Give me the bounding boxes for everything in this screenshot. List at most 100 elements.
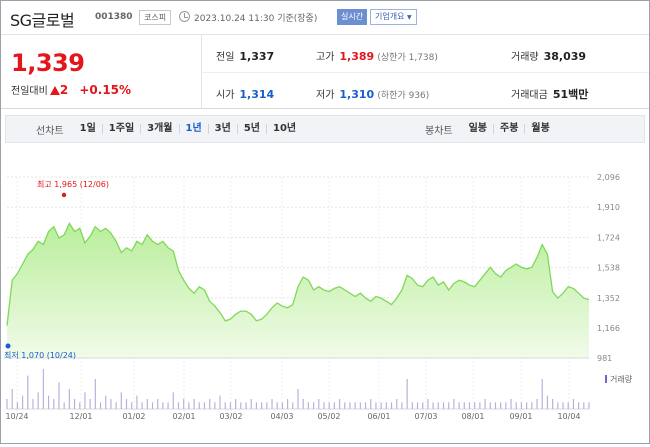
candle-tab-2[interactable]: 월봉 — [524, 124, 555, 134]
volume: 거래량 38,039 — [511, 48, 586, 63]
volume-bar — [323, 402, 325, 409]
volume-bar — [422, 402, 424, 409]
stock-name[interactable]: SG글로벌 — [10, 11, 75, 30]
volume-bar — [385, 402, 387, 409]
open-label: 시가 — [216, 90, 235, 101]
amount-label: 거래대금 — [511, 90, 548, 101]
price-area — [7, 223, 589, 358]
volume-bar — [359, 402, 361, 409]
volume-bar — [94, 379, 96, 409]
y-tick-label: 1,352 — [597, 294, 620, 303]
volume-bar — [172, 392, 174, 409]
volume-bar — [47, 395, 50, 409]
volume-bar — [79, 402, 81, 409]
volume-bar — [162, 402, 164, 409]
change-label: 전일대비 — [11, 86, 48, 97]
stock-code: 001380 — [95, 12, 133, 22]
volume-bar — [458, 402, 460, 409]
price-chart-svg: 2,096 1,910 1,724 1,538 1,352 1,166 981 최고 1,96… — [1, 151, 649, 443]
change-amount: 2 — [59, 83, 69, 97]
period-tab-3[interactable]: 1년 — [178, 124, 208, 134]
volume-legend-label: 거래량 — [610, 374, 633, 384]
volume-bar — [453, 399, 455, 409]
period-tab-1[interactable]: 1주일 — [101, 124, 140, 134]
x-tick-label: 07/03 — [414, 412, 437, 421]
volume-bar — [157, 399, 159, 409]
volume-bar — [240, 402, 242, 409]
lower-limit: (하한가 936) — [377, 91, 430, 101]
volume-bar — [479, 402, 481, 409]
price-summary: 1,339 전일대비 2 +0.15% 전일 1,337 고가 1,389 (상한가 … — [1, 35, 649, 109]
volume-bar — [42, 369, 44, 409]
volume-bar — [500, 402, 502, 409]
volume-bar — [146, 399, 148, 409]
volume-bar — [245, 402, 247, 409]
candle-tab-1[interactable]: 주봉 — [493, 124, 524, 134]
volume-bar — [588, 402, 590, 409]
day-low: 저가 1,310 (하한가 936) — [316, 86, 429, 101]
high-annotation: 최고 1,965 (12/06) — [37, 179, 109, 189]
volume-bar — [193, 399, 195, 409]
x-tick-label: 04/03 — [270, 412, 293, 421]
volume-bar — [53, 399, 55, 409]
volume-bar — [131, 402, 133, 409]
volume-bar — [27, 375, 29, 409]
volume-bar — [484, 399, 486, 409]
volume-bar — [427, 399, 429, 409]
volume-bar — [411, 402, 413, 409]
candle-tab-0[interactable]: 일봉 — [468, 123, 488, 134]
volume-bar — [557, 402, 559, 409]
period-tab-5[interactable]: 5년 — [236, 124, 266, 134]
volume-legend-swatch — [605, 375, 607, 383]
volume-bar — [401, 402, 403, 409]
volume-bar — [297, 389, 299, 409]
volume-bar — [276, 402, 278, 409]
volume-bar — [21, 395, 24, 409]
volume-bar — [494, 402, 497, 409]
volume-bar — [6, 399, 8, 409]
volume-bar — [328, 402, 330, 409]
volume-bar — [32, 399, 34, 409]
volume-bar — [37, 392, 39, 409]
period-bar: 선차트 1일 1주일 3개월 1년 3년 5년 10년 봉차트 일봉 주봉 월봉 — [5, 115, 645, 143]
x-tick-label: 02/01 — [172, 412, 195, 421]
volume-bar — [390, 402, 393, 409]
volume-bar — [489, 402, 491, 409]
volume-bar — [63, 402, 65, 409]
volume-bar — [578, 402, 580, 409]
open-value: 1,314 — [239, 88, 275, 101]
volume-bar — [442, 402, 445, 409]
x-tick-label: 06/01 — [367, 412, 390, 421]
volume-bar — [364, 402, 367, 409]
line-chart-periods: 선차트 1일 1주일 3개월 1년 3년 5년 10년 — [36, 116, 302, 142]
volume-bar — [287, 399, 289, 409]
volume-bar — [16, 402, 18, 409]
volume-bar — [99, 402, 102, 409]
company-overview-button[interactable]: 기업개요 ▼ — [370, 9, 417, 25]
volume-bar — [255, 402, 258, 409]
change-percent: +0.15% — [79, 83, 132, 97]
trade-amount: 거래대금 51백만 — [511, 86, 588, 102]
period-tab-6[interactable]: 10년 — [266, 124, 302, 134]
realtime-button[interactable]: 실시간 — [337, 9, 368, 25]
period-tab-4[interactable]: 3년 — [207, 124, 237, 134]
x-tick-label: 09/01 — [509, 412, 532, 421]
price-chart: 2,096 1,910 1,724 1,538 1,352 1,166 981 최고 1,96… — [1, 151, 649, 443]
volume-bar — [333, 402, 335, 409]
volume-bar — [370, 399, 372, 409]
volume-bar — [318, 399, 320, 409]
y-tick-label: 1,538 — [597, 264, 620, 273]
volume-bar — [188, 402, 190, 409]
volume-bar — [110, 399, 112, 409]
x-tick-label: 01/02 — [122, 412, 145, 421]
period-tab-2[interactable]: 3개월 — [140, 124, 178, 134]
period-tab-0[interactable]: 1일 — [79, 123, 96, 134]
volume-bar — [68, 389, 70, 409]
volume-bar — [552, 399, 554, 409]
volume-bar — [432, 402, 434, 409]
low-label: 저가 — [316, 90, 335, 101]
high-label: 고가 — [316, 52, 335, 63]
prev-close: 전일 1,337 — [216, 48, 274, 63]
volume-bar — [209, 399, 211, 409]
